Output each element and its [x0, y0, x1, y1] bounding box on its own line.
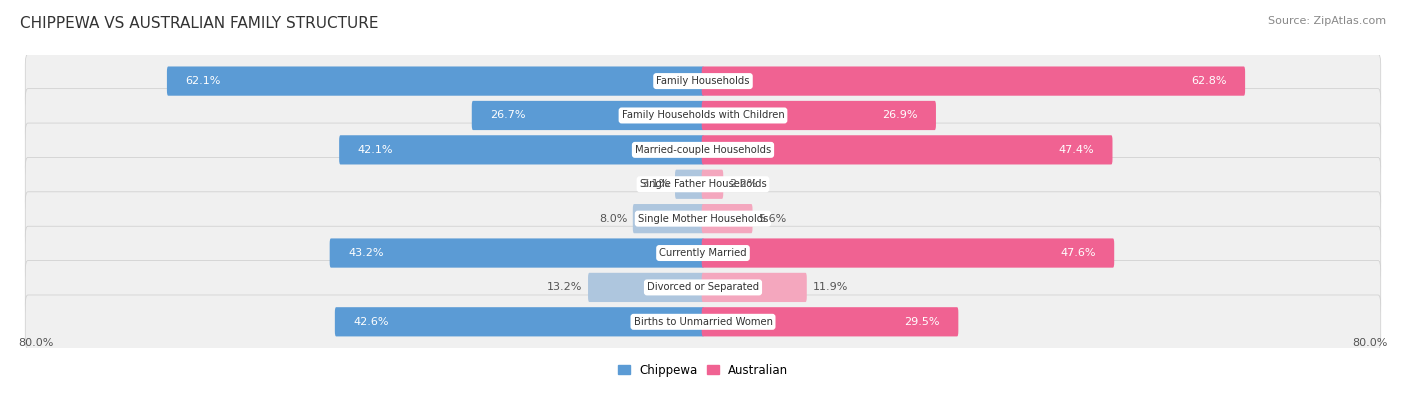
FancyBboxPatch shape	[25, 226, 1381, 280]
FancyBboxPatch shape	[702, 66, 1246, 96]
FancyBboxPatch shape	[25, 123, 1381, 177]
FancyBboxPatch shape	[25, 88, 1381, 142]
FancyBboxPatch shape	[25, 295, 1381, 349]
Text: Single Father Households: Single Father Households	[640, 179, 766, 189]
Text: 29.5%: 29.5%	[904, 317, 939, 327]
Text: 13.2%: 13.2%	[547, 282, 582, 292]
FancyBboxPatch shape	[702, 239, 1114, 268]
Text: 11.9%: 11.9%	[813, 282, 848, 292]
Text: 47.6%: 47.6%	[1060, 248, 1095, 258]
Text: Single Mother Households: Single Mother Households	[638, 214, 768, 224]
FancyBboxPatch shape	[702, 273, 807, 302]
Text: 62.1%: 62.1%	[186, 76, 221, 86]
FancyBboxPatch shape	[25, 261, 1381, 314]
FancyBboxPatch shape	[675, 169, 704, 199]
Text: 8.0%: 8.0%	[599, 214, 627, 224]
FancyBboxPatch shape	[472, 101, 704, 130]
FancyBboxPatch shape	[702, 307, 959, 337]
FancyBboxPatch shape	[25, 54, 1381, 108]
Text: 80.0%: 80.0%	[18, 338, 53, 348]
FancyBboxPatch shape	[633, 204, 704, 233]
Text: 62.8%: 62.8%	[1191, 76, 1226, 86]
Text: CHIPPEWA VS AUSTRALIAN FAMILY STRUCTURE: CHIPPEWA VS AUSTRALIAN FAMILY STRUCTURE	[20, 16, 378, 31]
Text: 80.0%: 80.0%	[1353, 338, 1388, 348]
Text: Divorced or Separated: Divorced or Separated	[647, 282, 759, 292]
FancyBboxPatch shape	[25, 192, 1381, 245]
Text: 2.2%: 2.2%	[728, 179, 758, 189]
FancyBboxPatch shape	[702, 169, 723, 199]
FancyBboxPatch shape	[167, 66, 704, 96]
FancyBboxPatch shape	[588, 273, 704, 302]
FancyBboxPatch shape	[339, 135, 704, 164]
Text: Family Households: Family Households	[657, 76, 749, 86]
Text: Births to Unmarried Women: Births to Unmarried Women	[634, 317, 772, 327]
Text: 42.1%: 42.1%	[357, 145, 394, 155]
FancyBboxPatch shape	[335, 307, 704, 337]
FancyBboxPatch shape	[702, 135, 1112, 164]
Text: 3.1%: 3.1%	[641, 179, 669, 189]
FancyBboxPatch shape	[702, 204, 752, 233]
Text: 5.6%: 5.6%	[758, 214, 786, 224]
FancyBboxPatch shape	[25, 158, 1381, 211]
Text: 42.6%: 42.6%	[353, 317, 389, 327]
Text: Source: ZipAtlas.com: Source: ZipAtlas.com	[1268, 16, 1386, 26]
Text: Currently Married: Currently Married	[659, 248, 747, 258]
FancyBboxPatch shape	[329, 239, 704, 268]
Text: Family Households with Children: Family Households with Children	[621, 111, 785, 120]
Text: 43.2%: 43.2%	[349, 248, 384, 258]
Text: 47.4%: 47.4%	[1059, 145, 1094, 155]
Text: Married-couple Households: Married-couple Households	[636, 145, 770, 155]
FancyBboxPatch shape	[702, 101, 936, 130]
Text: 26.7%: 26.7%	[491, 111, 526, 120]
Text: 26.9%: 26.9%	[882, 111, 918, 120]
Legend: Chippewa, Australian: Chippewa, Australian	[617, 364, 789, 377]
